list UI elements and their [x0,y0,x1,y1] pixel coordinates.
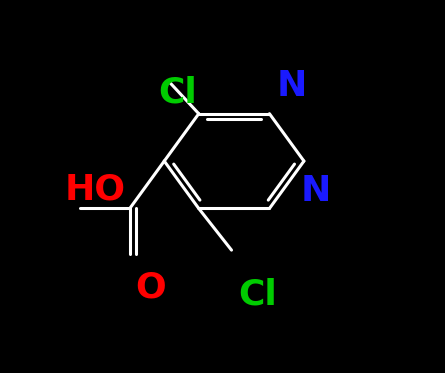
Text: Cl: Cl [238,278,277,311]
Text: N: N [301,174,331,208]
Text: Cl: Cl [159,75,198,109]
Text: HO: HO [65,173,126,207]
Text: N: N [277,69,307,103]
Text: O: O [135,270,166,304]
